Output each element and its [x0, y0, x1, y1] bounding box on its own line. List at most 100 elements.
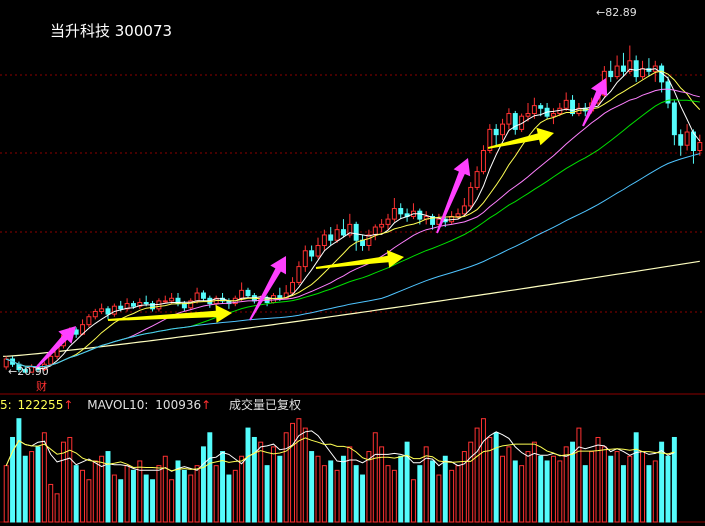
mavol10-value: 100936 — [155, 398, 202, 412]
candle-up — [137, 302, 143, 307]
ma20-line — [6, 88, 700, 368]
volume-bar-down — [665, 455, 671, 523]
candle-up — [290, 281, 296, 294]
candle-down — [328, 234, 334, 241]
volume-bar-up — [232, 469, 238, 523]
volume-bar-down — [105, 451, 111, 523]
trend-arrows — [35, 78, 608, 369]
volume-bar-up — [468, 441, 474, 523]
stock-title: 当升科技 300073 — [50, 22, 173, 40]
candle-up — [302, 250, 308, 268]
volume-bar-down — [130, 469, 136, 523]
volume-bar-down — [659, 441, 665, 523]
candle-up — [500, 123, 506, 136]
candle-up — [385, 218, 391, 225]
volume-bar-down — [10, 436, 16, 523]
candle-up — [391, 208, 397, 220]
volume-bar-up — [92, 460, 98, 523]
candle-up — [283, 292, 289, 299]
candle-up — [48, 355, 54, 365]
candle-down — [570, 99, 576, 115]
volume-bar-down — [360, 474, 366, 523]
volume-bar-down — [181, 469, 187, 523]
candle-up — [162, 300, 168, 303]
candle-up — [99, 308, 105, 312]
volume-bar-down — [264, 465, 270, 523]
volume-bar-up — [640, 451, 646, 523]
volume-bar-up — [258, 441, 264, 523]
volume-bar-up — [86, 479, 92, 523]
volume-adjust-note: 成交量已复权 — [229, 398, 302, 412]
candle-up — [239, 289, 245, 299]
volume-bar-down — [633, 432, 639, 523]
volume-bar-up — [576, 427, 582, 523]
candle-down — [22, 369, 28, 373]
candle-up — [474, 171, 480, 188]
candle-up — [296, 266, 302, 283]
candle-up — [321, 234, 327, 246]
volume-bar-down — [118, 479, 124, 523]
volume-bar-up — [270, 446, 276, 523]
volume-bar-down — [620, 465, 626, 523]
candle-down — [245, 289, 251, 297]
volume-bar-up — [531, 441, 537, 523]
volume-bar-down — [608, 455, 614, 523]
candle-up — [315, 245, 321, 257]
candle-up — [347, 223, 353, 236]
volume-bar-up — [296, 418, 302, 523]
candle-down — [512, 113, 518, 130]
candle-down — [105, 308, 111, 315]
candle-up — [480, 150, 486, 173]
pink-up-arrow-icon — [582, 78, 608, 127]
pink-up-arrow-icon — [436, 158, 471, 234]
yellow-right-arrow-icon — [107, 304, 232, 323]
volume-header: 5: 122255↑ MAVOL10: 100936↑ 成交量已复权 — [0, 396, 705, 414]
volume-bar-up — [372, 432, 378, 523]
candle-up — [455, 213, 461, 217]
volume-bar-down — [417, 465, 423, 523]
candle-down — [430, 215, 436, 225]
volume-bar-up — [67, 436, 73, 523]
candle-up — [372, 226, 378, 236]
candle-down — [200, 292, 206, 299]
ma5-line — [6, 68, 701, 369]
volume-bar-up — [652, 460, 658, 523]
volume-bar-up — [334, 469, 340, 523]
volume-bar-up — [3, 465, 9, 523]
volume-bar-down — [207, 432, 213, 523]
candle-down — [620, 65, 626, 72]
volume-bar-up — [290, 422, 296, 523]
volume-bar-up — [487, 436, 493, 523]
volume-bar-down — [646, 465, 652, 523]
volume-bar-up — [213, 465, 219, 523]
volume-bar-up — [449, 469, 455, 523]
volume-bar-up — [169, 479, 175, 523]
volume-bar-down — [493, 432, 499, 523]
candle-up — [525, 113, 531, 117]
volume-bar-up — [379, 446, 385, 523]
candle-up — [627, 60, 633, 72]
mavol10-label: MAVOL10: — [87, 398, 149, 412]
candle-down — [150, 303, 156, 310]
volume-bar-down — [200, 446, 206, 523]
candle-up — [697, 142, 703, 151]
volume-bar-up — [366, 451, 372, 523]
volume-bar-up — [29, 451, 35, 523]
volume-bar-up — [162, 455, 168, 523]
ma5-up-arrow-icon: ↑ — [63, 398, 74, 412]
pink-up-arrow-icon — [35, 326, 76, 369]
volume-bar-up — [557, 460, 563, 523]
candle-up — [3, 358, 9, 368]
yellow-right-arrow-icon — [315, 250, 404, 269]
volume-bar-up — [627, 455, 633, 523]
volume-bar-up — [315, 455, 321, 523]
ma250-line — [3, 260, 700, 357]
volume-bar-up — [423, 446, 429, 523]
volume-bar-down — [245, 427, 251, 523]
volume-bar-up — [391, 469, 397, 523]
volume-bar-up — [283, 432, 289, 523]
candle-up — [468, 186, 474, 207]
candle-up — [487, 128, 493, 151]
volume-bar-down — [398, 455, 404, 523]
